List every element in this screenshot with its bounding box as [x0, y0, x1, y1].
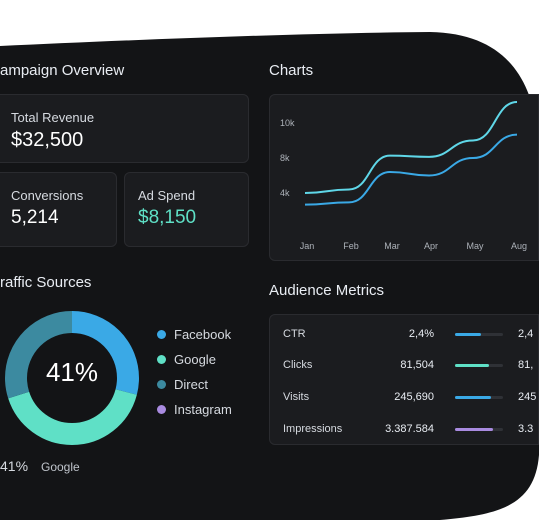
line-chart: 10k 8k 4k Jan Feb Mar Apr May Aug: [280, 101, 527, 251]
conversions-value: 5,214: [11, 207, 59, 228]
x-tick-label: Mar: [384, 241, 400, 251]
metric-bar-fill: [455, 396, 491, 399]
ad-spend-card[interactable]: Ad Spend $8,150: [124, 172, 249, 247]
metric-value: 81,504: [400, 359, 434, 371]
legend-label: Direct: [174, 376, 208, 392]
conversions-label: Conversions: [11, 188, 84, 203]
ad-spend-label: Ad Spend: [138, 188, 196, 203]
legend-item-google[interactable]: Google: [157, 351, 216, 367]
metric-value-secondary: 245: [518, 391, 537, 403]
x-tick-label: Feb: [343, 241, 359, 251]
audience-metrics-card: CTR 2,4% 2,4 Clicks 81,504 81, Visits 24…: [269, 314, 539, 445]
metric-row-clicks[interactable]: Clicks 81,504 81,: [270, 356, 539, 376]
legend-item-instagram[interactable]: Instagram: [157, 401, 232, 417]
total-revenue-card[interactable]: Total Revenue $32,500: [0, 94, 249, 163]
metric-value-secondary: 81,: [518, 359, 534, 371]
audience-metrics-title: Audience Metrics: [269, 282, 385, 299]
chart-lines: [304, 101, 518, 206]
x-tick-label: Jan: [300, 241, 315, 251]
legend-item-facebook[interactable]: Facebook: [157, 326, 231, 342]
legend-label: Facebook: [174, 326, 232, 342]
total-revenue-value: $32,500: [11, 129, 84, 151]
donut-center-percent: 41%: [45, 357, 99, 387]
metric-row-impressions[interactable]: Impressions 3.387.584 3.3: [270, 420, 539, 440]
metric-bar-fill: [455, 333, 482, 336]
line-chart-card: 10k 8k 4k Jan Feb Mar Apr May Aug: [269, 94, 539, 261]
traffic-donut-chart: [5, 311, 139, 445]
metric-bar-track: [455, 428, 503, 431]
metric-label: Visits: [283, 391, 310, 403]
metric-row-ctr[interactable]: CTR 2,4% 2,4: [270, 325, 539, 345]
legend-label: Instagram: [174, 401, 232, 417]
y-tick-label: 4k: [280, 188, 290, 198]
legend-dot-instagram: [157, 404, 166, 414]
x-tick-label: May: [466, 241, 484, 251]
traffic-sources-title: raffic Sources: [0, 274, 92, 291]
legend-dot-direct: [157, 379, 166, 389]
total-revenue-label: Total Revenue: [11, 110, 95, 125]
legend-item-direct[interactable]: Direct: [157, 376, 208, 392]
conversions-card[interactable]: Conversions 5,214: [0, 172, 117, 247]
metric-bar-fill: [455, 428, 494, 431]
metric-label: CTR: [283, 328, 306, 340]
metric-value-secondary: 2,4: [518, 328, 534, 340]
charts-title: Charts: [269, 62, 314, 79]
y-tick-label: 8k: [280, 153, 290, 163]
donut-segments: [5, 311, 139, 445]
campaign-overview-title: ampaign Overview: [0, 62, 125, 79]
metric-bar-fill: [455, 364, 489, 367]
donut-footer-percent: 41%: [0, 458, 29, 474]
donut-footer-source: Google: [41, 460, 80, 474]
metric-bar-track: [455, 364, 503, 367]
x-axis-ticks: Jan Feb Mar Apr May Aug: [300, 241, 527, 251]
legend-label: Google: [174, 351, 216, 367]
metric-value-secondary: 3.3: [518, 423, 534, 435]
x-tick-label: Aug: [511, 241, 527, 251]
line-series-2: [304, 133, 518, 206]
legend-dot-facebook: [157, 329, 166, 339]
x-tick-label: Apr: [424, 241, 438, 251]
metric-value: 2,4%: [408, 328, 434, 340]
legend-dot-google: [157, 354, 166, 364]
metric-value: 245,690: [394, 391, 434, 403]
y-tick-label: 10k: [280, 118, 295, 128]
metric-bar-track: [455, 333, 503, 336]
line-series-1: [304, 101, 518, 194]
metric-label: Clicks: [283, 359, 313, 371]
metric-bar-track: [455, 396, 503, 399]
metric-row-visits[interactable]: Visits 245,690 245: [270, 388, 539, 408]
donut-segment-google[interactable]: [5, 311, 139, 445]
metric-label: Impressions: [283, 423, 343, 435]
donut-segment-direct[interactable]: [5, 311, 139, 445]
y-axis-ticks: 10k 8k 4k: [280, 118, 295, 198]
metric-value: 3.387.584: [385, 423, 434, 435]
ad-spend-value: $8,150: [138, 207, 197, 228]
